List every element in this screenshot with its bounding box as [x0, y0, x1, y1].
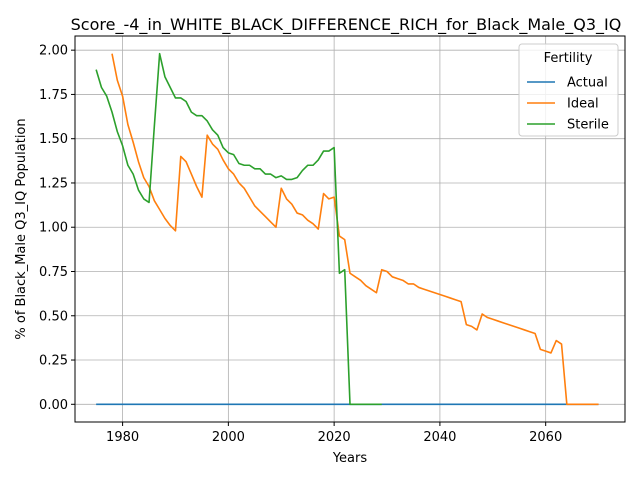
x-tick-label: 1980: [106, 430, 139, 445]
x-tick-label: 2020: [318, 430, 351, 445]
y-tick-label: 0.25: [39, 354, 68, 369]
y-tick-label: 1.75: [39, 88, 68, 103]
series-line-ideal: [111, 53, 599, 406]
legend-label-ideal: Ideal: [567, 97, 599, 112]
plot-frame: [74, 35, 626, 423]
y-tick-label: 0.75: [39, 265, 68, 280]
y-tick-label: 1.50: [39, 132, 68, 147]
legend-label-sterile: Sterile: [567, 118, 609, 133]
y-tick-label: 1.00: [39, 221, 68, 236]
y-tick-label: 1.25: [39, 176, 68, 191]
x-tick-label: 2060: [529, 430, 562, 445]
axis-ticks: 1980 2000 2020 2040 2060 0.00 0.25 0.50 0.75 1.00…: [39, 44, 562, 445]
y-axis-label: % of Black_Male Q3_IQ Population: [14, 118, 29, 339]
x-axis-label: Years: [332, 451, 368, 466]
y-tick-label: 0.50: [39, 309, 68, 324]
series-lines: [95, 52, 599, 406]
legend: Fertility Actual Ideal Sterile: [518, 43, 619, 137]
x-tick-label: 2040: [423, 430, 456, 445]
legend-box: [518, 43, 619, 137]
y-tick-label: 2.00: [39, 44, 68, 59]
legend-label-actual: Actual: [567, 76, 608, 91]
legend-title: Fertility: [544, 51, 593, 66]
y-tick-label: 0.00: [39, 398, 68, 413]
series-line-sterile: [95, 52, 382, 406]
x-tick-label: 2000: [212, 430, 245, 445]
chart-title: Score_-4_in_WHITE_BLACK_DIFFERENCE_RICH_…: [71, 15, 622, 35]
